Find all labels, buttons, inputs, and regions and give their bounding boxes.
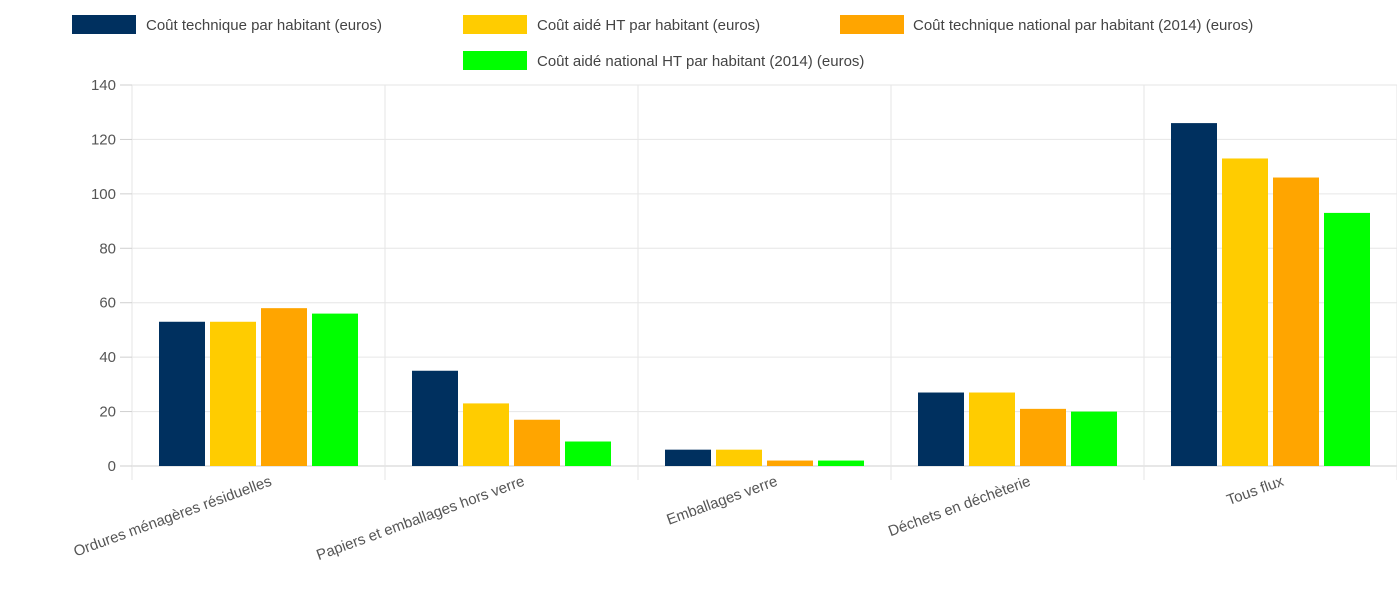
bar-tous-flux-series-4[interactable] — [1324, 212, 1370, 466]
x-tick-label-tous-flux: Tous flux — [1224, 473, 1286, 509]
legend-label-3[interactable]: Coût technique national par habitant (20… — [913, 17, 1253, 34]
bar-ordures-menageres-residuelles-series-2[interactable] — [210, 321, 256, 466]
bar-emballages-verre-series-3[interactable] — [767, 460, 813, 466]
x-tick-label-ordures-menageres-residuelles: Ordures ménagères résiduelles — [71, 473, 273, 561]
legend-swatch-3 — [840, 15, 904, 34]
bar-papiers-et-emballages-hors-verre-series-4[interactable] — [565, 441, 611, 466]
bar-papiers-et-emballages-hors-verre-series-1[interactable] — [412, 370, 458, 466]
y-tick-label-5: 100 — [91, 186, 116, 203]
y-tick-label-7: 140 — [91, 77, 116, 94]
bar-ordures-menageres-residuelles-series-4[interactable] — [312, 313, 358, 466]
bar-tous-flux-series-2[interactable] — [1222, 158, 1268, 466]
bar-emballages-verre-series-2[interactable] — [716, 449, 762, 466]
legend-label-4[interactable]: Coût aidé national HT par habitant (2014… — [537, 53, 864, 70]
bar-ordures-menageres-residuelles-series-1[interactable] — [159, 321, 205, 466]
legend-label-1[interactable]: Coût technique par habitant (euros) — [146, 17, 382, 34]
bar-papiers-et-emballages-hors-verre-series-2[interactable] — [463, 403, 509, 466]
y-tick-label-4: 80 — [99, 240, 116, 257]
chart-legend: Coût technique par habitant (euros) Coût … — [72, 15, 1253, 70]
y-axis: 0 20 40 60 80 100 120 140 — [91, 77, 132, 475]
y-tick-label-1: 20 — [99, 404, 116, 421]
bar-papiers-et-emballages-hors-verre-series-3[interactable] — [514, 419, 560, 466]
bar-tous-flux-series-3[interactable] — [1273, 177, 1319, 466]
bar-dechets-en-decheterie-series-1[interactable] — [918, 392, 964, 466]
bar-dechets-en-decheterie-series-4[interactable] — [1071, 411, 1117, 466]
legend-swatch-4 — [463, 51, 527, 70]
y-tick-label-2: 40 — [99, 349, 116, 366]
bars-area — [159, 123, 1370, 466]
y-tick-label-3: 60 — [99, 295, 116, 312]
y-tick-label-0: 0 — [108, 458, 116, 475]
x-axis: Ordures ménagères résiduelles Papiers et … — [71, 473, 1286, 564]
bar-dechets-en-decheterie-series-3[interactable] — [1020, 408, 1066, 466]
x-tick-label-papiers-et-emballages-hors-verre: Papiers et emballages hors verre — [314, 473, 527, 564]
legend-label-2[interactable]: Coût aidé HT par habitant (euros) — [537, 17, 760, 34]
x-tick-label-dechets-en-decheterie: Déchets en déchèterie — [886, 473, 1033, 540]
bar-ordures-menageres-residuelles-series-3[interactable] — [261, 308, 307, 466]
x-tick-label-emballages-verre: Emballages verre — [664, 473, 779, 529]
bar-emballages-verre-series-1[interactable] — [665, 449, 711, 466]
legend-swatch-1 — [72, 15, 136, 34]
bar-emballages-verre-series-4[interactable] — [818, 460, 864, 466]
legend-swatch-2 — [463, 15, 527, 34]
bar-dechets-en-decheterie-series-2[interactable] — [969, 392, 1015, 466]
bar-tous-flux-series-1[interactable] — [1171, 123, 1217, 466]
y-tick-label-6: 120 — [91, 131, 116, 148]
